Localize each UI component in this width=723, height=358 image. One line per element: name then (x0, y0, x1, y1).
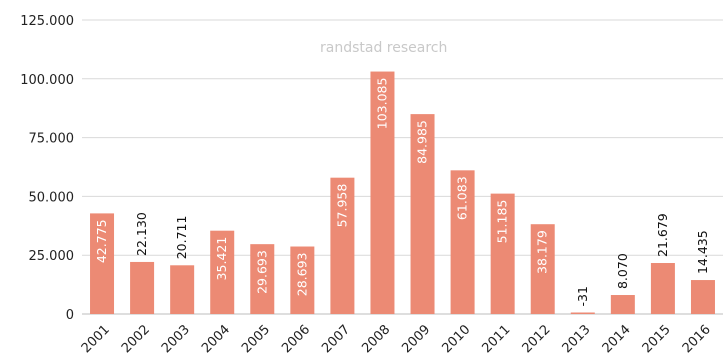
watermark: randstad research (320, 40, 447, 56)
x-tick-label: 2008 (359, 322, 393, 356)
x-tick-label: 2013 (560, 322, 594, 356)
data-label: 42.775 (94, 219, 109, 263)
x-tick-label: 2009 (399, 322, 433, 356)
bars (90, 71, 715, 314)
data-label: 57.958 (334, 184, 349, 228)
bar-2014 (610, 295, 635, 314)
x-tick-label: 2006 (279, 322, 313, 356)
bar-2004 (210, 230, 235, 314)
data-label: 35.421 (214, 237, 229, 281)
y-tick-label: 0 (66, 308, 74, 323)
data-label: 51.185 (495, 200, 510, 244)
y-tick-label: 125.000 (20, 14, 74, 29)
bar-2011 (490, 193, 515, 314)
y-tick-label: 25.000 (29, 249, 75, 264)
data-label: 8.070 (615, 253, 630, 289)
data-label: 20.711 (174, 216, 189, 260)
x-tick-label: 2007 (319, 322, 353, 356)
bar-2002 (130, 261, 155, 314)
x-tick-label: 2005 (239, 322, 273, 356)
x-tick-label: 2003 (159, 322, 193, 356)
x-axis-ticks: 2001 2002 2003 2004 2005 2006 2007 2008 2009 2010… (79, 322, 714, 356)
x-tick-label: 2010 (439, 322, 473, 356)
bar-2006 (290, 246, 315, 314)
x-tick-label: 2004 (199, 322, 233, 356)
bar-2008 (370, 71, 395, 314)
x-tick-label: 2014 (600, 322, 634, 356)
bar-2009 (410, 114, 435, 314)
data-label: 84.985 (415, 120, 430, 164)
x-tick-label: 2016 (680, 322, 714, 356)
data-label: -31 (575, 286, 590, 306)
data-label: 103.085 (374, 78, 389, 130)
bar-2010 (450, 170, 475, 314)
bar-2003 (170, 265, 195, 314)
data-label: 28.693 (294, 253, 309, 297)
data-label: 61.083 (455, 176, 470, 220)
x-tick-label: 2001 (79, 322, 113, 356)
x-tick-label: 2011 (479, 322, 513, 356)
y-tick-label: 50.000 (29, 190, 75, 205)
y-tick-label: 100.000 (20, 73, 74, 88)
data-label: 38.179 (535, 230, 550, 274)
y-axis-ticks: 0 25.000 50.000 75.000 100.000 125.000 (20, 14, 74, 323)
data-label: 29.693 (254, 250, 269, 294)
bar-2007 (330, 177, 355, 314)
bar-2015 (650, 263, 675, 314)
data-label: 21.679 (655, 213, 670, 257)
bar-2012 (530, 224, 555, 314)
y-tick-label: 75.000 (29, 132, 75, 147)
bar-2001 (90, 213, 115, 314)
bar-2016 (690, 280, 715, 314)
bar-2013 (570, 312, 595, 314)
bar-2005 (250, 244, 275, 314)
x-tick-label: 2002 (119, 322, 153, 356)
x-tick-label: 2012 (520, 322, 554, 356)
data-label: 14.435 (695, 230, 710, 274)
x-tick-label: 2015 (640, 322, 674, 356)
data-labels: 42.775 22.130 20.711 35.421 29.693 28.693 57.9… (94, 78, 710, 307)
data-label: 22.130 (134, 212, 149, 256)
